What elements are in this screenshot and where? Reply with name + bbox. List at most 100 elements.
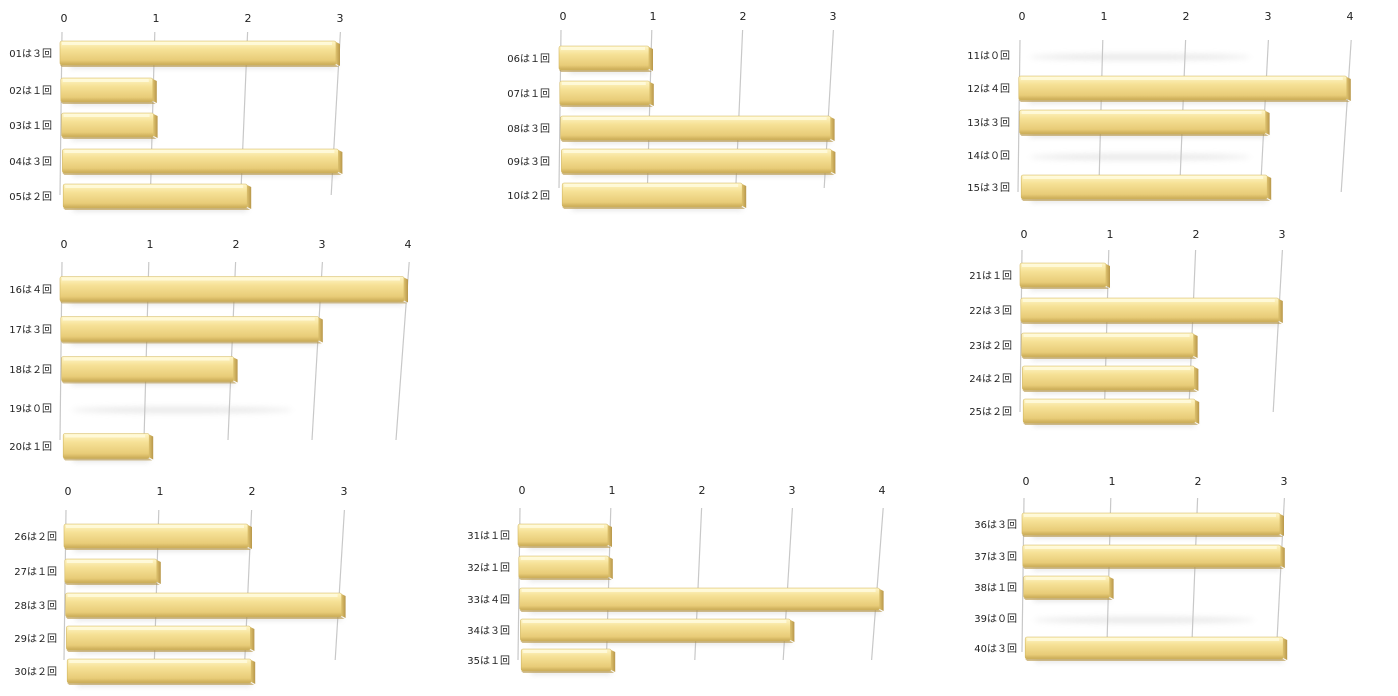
chart-panel-6: 0 1 2 3 26は２回 27は１回 28は３回 29は２回 30は２回 bbox=[14, 485, 348, 686]
category-label: 13は３回 bbox=[967, 117, 1010, 129]
tick-label: 1 bbox=[1107, 228, 1114, 241]
tick-label: 3 bbox=[341, 485, 348, 498]
tick-label: 3 bbox=[1265, 10, 1272, 23]
tick-label: 2 bbox=[1183, 10, 1190, 23]
tick-label: 0 bbox=[560, 10, 567, 23]
tick-label: 1 bbox=[1109, 475, 1116, 488]
category-label: 14は０回 bbox=[967, 150, 1010, 162]
tick-label: 2 bbox=[233, 238, 240, 251]
bar bbox=[518, 555, 613, 581]
bar bbox=[66, 658, 256, 686]
bar bbox=[519, 587, 884, 613]
category-label: 32は１回 bbox=[467, 562, 510, 574]
category-label: 21は１回 bbox=[969, 270, 1012, 282]
tick-label: 2 bbox=[1195, 475, 1202, 488]
category-label: 08は３回 bbox=[507, 123, 550, 135]
grid-line bbox=[1017, 39, 1021, 193]
bar bbox=[60, 77, 157, 105]
category-label: 01は３回 bbox=[9, 48, 52, 60]
bar bbox=[65, 592, 346, 620]
bar bbox=[62, 148, 343, 176]
bar bbox=[63, 523, 252, 551]
tick-label: 2 bbox=[249, 485, 256, 498]
category-label: 33は４回 bbox=[467, 594, 510, 606]
bar bbox=[558, 45, 653, 73]
tick-label: 1 bbox=[650, 10, 657, 23]
bar bbox=[59, 40, 340, 68]
tick-label: 2 bbox=[699, 484, 706, 497]
tick-label: 3 bbox=[1279, 228, 1286, 241]
tick-label: 1 bbox=[609, 484, 616, 497]
category-label: 20は１回 bbox=[9, 441, 52, 453]
bar bbox=[520, 618, 795, 644]
bar bbox=[1022, 544, 1285, 570]
bar bbox=[1018, 75, 1351, 103]
tick-label: 3 bbox=[1281, 475, 1288, 488]
bar bbox=[61, 356, 238, 385]
category-label: 30は２回 bbox=[14, 666, 57, 678]
category-label: 23は２回 bbox=[969, 340, 1012, 352]
chart-panel-3: 0 1 2 3 4 11は０回 12は４回 13は３回 14は０回 15は３回 bbox=[967, 10, 1354, 202]
chart-panel-2: 0 1 2 3 06は１回 07は１回 08は３回 09は３回 10は２回 bbox=[507, 10, 837, 210]
category-label: 15は３回 bbox=[967, 182, 1010, 194]
tick-label: 3 bbox=[830, 10, 837, 23]
bar bbox=[1020, 174, 1272, 202]
bar bbox=[1020, 297, 1283, 325]
category-label: 22は３回 bbox=[969, 305, 1012, 317]
tick-label: 0 bbox=[519, 484, 526, 497]
bar bbox=[559, 80, 654, 108]
bar-shadow bbox=[72, 407, 292, 413]
bar bbox=[60, 316, 323, 345]
category-label: 12は４回 bbox=[967, 83, 1010, 95]
grid-line bbox=[871, 507, 884, 661]
bar bbox=[1021, 332, 1198, 360]
category-label: 28は３回 bbox=[14, 600, 57, 612]
category-label: 35は１回 bbox=[467, 655, 510, 667]
tick-label: 0 bbox=[61, 12, 68, 25]
category-label: 36は３回 bbox=[974, 519, 1017, 531]
bar bbox=[1019, 262, 1110, 290]
bar bbox=[1022, 365, 1199, 393]
bar bbox=[517, 523, 612, 549]
bar bbox=[1023, 575, 1114, 601]
tick-label: 1 bbox=[1101, 10, 1108, 23]
category-label: 09は３回 bbox=[507, 156, 550, 168]
category-label: 07は１回 bbox=[507, 88, 550, 100]
bar bbox=[1024, 636, 1288, 662]
grid-line bbox=[334, 509, 345, 661]
tick-label: 0 bbox=[61, 238, 68, 251]
category-label: 29は２回 bbox=[14, 633, 57, 645]
category-label: 04は３回 bbox=[9, 156, 52, 168]
bar bbox=[62, 183, 252, 211]
category-label: 24は２回 bbox=[969, 373, 1012, 385]
category-label: 40は３回 bbox=[974, 643, 1017, 655]
bar-shadow bbox=[1030, 154, 1250, 160]
category-label: 38は１回 bbox=[974, 582, 1017, 594]
category-label: 11は０回 bbox=[967, 50, 1010, 62]
category-label: 37は３回 bbox=[974, 551, 1017, 563]
bar bbox=[64, 558, 161, 586]
category-label: 27は１回 bbox=[14, 566, 57, 578]
bar bbox=[561, 148, 836, 176]
chart-panel-7: 0 1 2 3 4 31は１回 32は１回 33は４回 34は３回 35は１回 bbox=[467, 484, 886, 674]
tick-label: 0 bbox=[1023, 475, 1030, 488]
tick-label: 0 bbox=[1019, 10, 1026, 23]
bar-shadow bbox=[1034, 617, 1254, 623]
tick-label: 1 bbox=[153, 12, 160, 25]
category-label: 34は３回 bbox=[467, 625, 510, 637]
category-label: 02は１回 bbox=[9, 85, 52, 97]
bar bbox=[560, 115, 835, 143]
bar-shadow bbox=[1030, 54, 1250, 60]
tick-label: 3 bbox=[789, 484, 796, 497]
bar bbox=[1022, 398, 1200, 426]
category-label: 17は３回 bbox=[9, 324, 52, 336]
category-label: 25は２回 bbox=[969, 406, 1012, 418]
tick-label: 2 bbox=[245, 12, 252, 25]
category-label: 19は０回 bbox=[9, 403, 52, 415]
tick-label: 4 bbox=[1347, 10, 1354, 23]
category-label: 03は１回 bbox=[9, 120, 52, 132]
chart-panel-1: 0 1 2 3 01は３回 02は１回 03は１回 04は３回 05は２回 bbox=[9, 12, 344, 211]
tick-label: 0 bbox=[65, 485, 72, 498]
category-label: 05は２回 bbox=[9, 191, 52, 203]
